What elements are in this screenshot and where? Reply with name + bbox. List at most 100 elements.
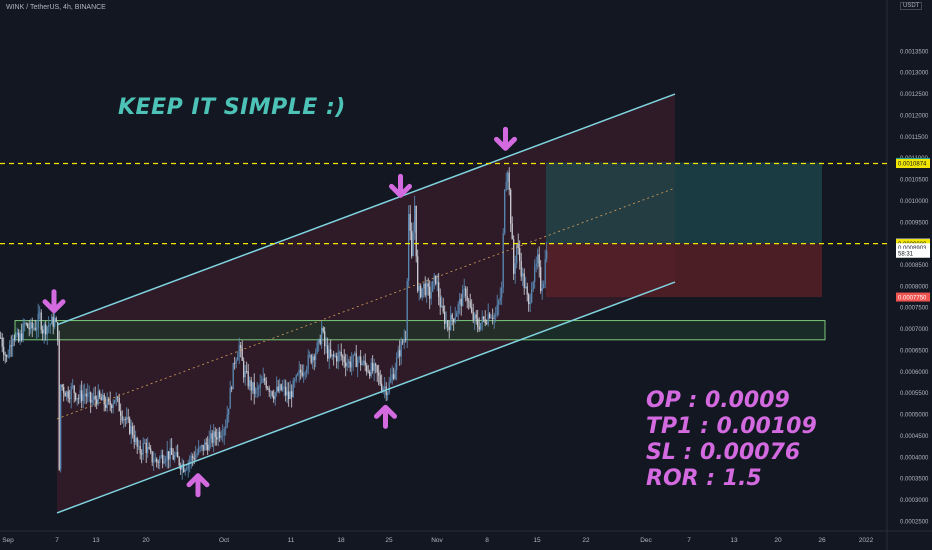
candle-body [132, 426, 134, 436]
candle-body [276, 386, 278, 393]
time-tick-label: 8 [485, 537, 489, 544]
candle-body [169, 447, 171, 460]
plan-line-ror: ROR : 1.5 [646, 466, 762, 491]
candle-body [63, 386, 65, 393]
candle-body [513, 239, 515, 274]
candle-body [454, 316, 456, 323]
candle-body [531, 289, 533, 303]
candle-body [13, 339, 15, 341]
candle-body [100, 396, 102, 401]
candle-body [543, 283, 545, 288]
candle-body [264, 378, 266, 381]
price-tick-label: 0.0006500 [900, 348, 929, 354]
candle-body [376, 365, 378, 373]
candle-body [235, 360, 237, 364]
candle-body [403, 338, 405, 343]
candle-body [321, 327, 323, 345]
candle-body [73, 385, 75, 394]
time-tick-label: Nov [431, 537, 443, 544]
price-tick-label: 0.0008500 [900, 263, 929, 269]
candle-body [175, 452, 177, 456]
candle-body [426, 283, 428, 296]
candle-body [186, 468, 188, 470]
candle-body [0, 337, 2, 339]
arrow-down-icon [494, 126, 517, 151]
candle-body [142, 443, 144, 455]
candle-body [228, 408, 230, 415]
candle-body [540, 267, 542, 292]
price-tick-label: 0.0012000 [900, 113, 929, 119]
candle-body [351, 362, 353, 368]
candle-body [118, 397, 120, 412]
candle-body [82, 394, 84, 402]
candle-body [328, 349, 330, 359]
candle-body [294, 380, 296, 382]
candle-body [243, 360, 245, 378]
candle-body [96, 399, 98, 405]
candle-body [384, 386, 386, 388]
candle-body [487, 313, 489, 324]
price-tick-label: 0.0009500 [900, 220, 929, 226]
candle-body [178, 457, 180, 466]
candle-body [465, 288, 467, 296]
arrow-up-icon [186, 473, 210, 498]
candle-body [388, 382, 390, 393]
candle-body [33, 327, 35, 329]
arrow-up-icon [374, 404, 397, 429]
candle-body [478, 326, 480, 330]
candle-body [423, 283, 425, 289]
candle-body [469, 301, 471, 308]
candle-body [435, 275, 437, 284]
currency-badge[interactable]: USDT [900, 2, 923, 10]
candle-body [106, 398, 108, 408]
candle-body [394, 370, 396, 379]
support-zone [14, 320, 826, 341]
candle-body [373, 363, 375, 371]
candle-body [25, 323, 27, 325]
time-tick-label: Sep [2, 537, 14, 544]
candle-body [358, 356, 360, 360]
candle-body [520, 261, 522, 277]
candle-body [189, 460, 191, 463]
plan-line-tp1: TP1 : 0.00109 [646, 414, 817, 439]
candle-body [496, 304, 498, 315]
candle-body [310, 355, 312, 363]
candle-body [399, 350, 401, 357]
candle-body [336, 355, 338, 362]
candle-body [409, 214, 411, 231]
candle-body [187, 462, 189, 469]
candle-body [546, 250, 548, 260]
candle-body [331, 354, 333, 357]
trade-plan-annotation: OP : 0.0009 TP1 : 0.00109 SL : 0.00076 R… [646, 388, 817, 492]
price-tick-label: 0.0003500 [900, 477, 929, 483]
candle-body [4, 354, 6, 356]
candle-body [9, 345, 11, 357]
candle-body [510, 189, 512, 224]
candle-body [270, 391, 272, 393]
candle-body [529, 302, 531, 305]
price-tick-label: 0.0012500 [900, 92, 929, 98]
candle-body [484, 319, 486, 324]
time-tick-label: 13 [92, 537, 100, 544]
candle-body [198, 447, 200, 454]
candle-body [120, 411, 122, 416]
candle-body [22, 323, 24, 340]
price-badge [896, 248, 930, 258]
candle-body [103, 394, 105, 405]
candle-body [424, 283, 426, 296]
candle-body [319, 339, 321, 345]
candle-body [150, 448, 152, 452]
candle-body [192, 456, 194, 458]
candle-body [352, 354, 354, 363]
candle-body [45, 324, 47, 335]
candle-body [307, 355, 309, 369]
candle-body [474, 314, 476, 321]
candle-body [85, 393, 87, 397]
candle-body [249, 380, 251, 387]
candle-body [360, 356, 362, 366]
candle-body [229, 387, 231, 409]
candle-body [201, 444, 203, 447]
candle-body [541, 287, 543, 292]
candle-body [262, 378, 264, 382]
